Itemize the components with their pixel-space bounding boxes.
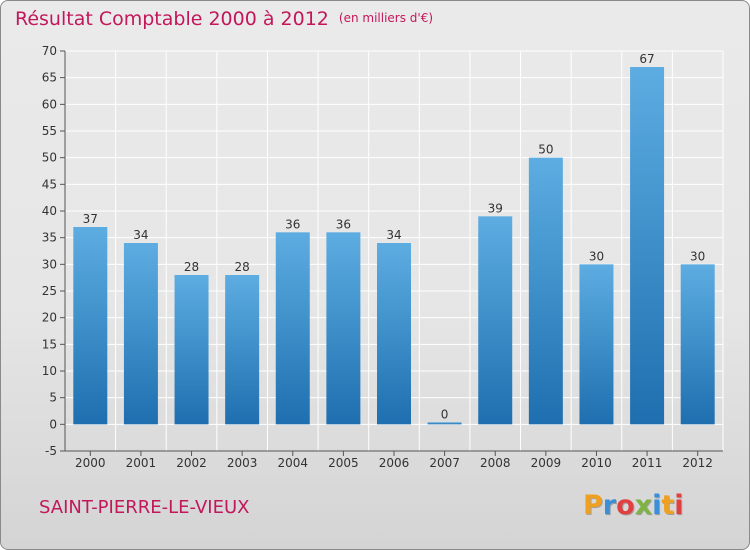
bar	[478, 216, 513, 425]
x-tick-label: 2006	[379, 456, 410, 470]
y-tick-label: 35	[42, 231, 57, 245]
bar	[680, 264, 715, 425]
bar	[174, 275, 209, 425]
bar	[326, 232, 361, 425]
data-label: 34	[133, 228, 148, 242]
data-label: 30	[589, 249, 604, 263]
logo-letter: x	[634, 490, 653, 521]
y-tick-label: 45	[42, 177, 57, 191]
x-tick-label: 2001	[126, 456, 157, 470]
data-label: 34	[386, 228, 401, 242]
x-tick-label: 2009	[531, 456, 562, 470]
y-tick-label: 15	[42, 337, 57, 351]
data-label: 37	[83, 212, 98, 226]
bar	[275, 232, 310, 425]
data-label: 39	[488, 201, 503, 215]
chart-title-text: Résultat Comptable 2000 à 2012	[15, 8, 329, 30]
bar-chart: -5 0 5 10 15 20 25 30 35 40 45 50 55 60 65 70 37 2000 34 20…	[42, 44, 724, 470]
bar	[123, 243, 158, 425]
x-tick-label: 2010	[581, 456, 612, 470]
x-tick-label: 2005	[328, 456, 359, 470]
bar	[579, 264, 614, 425]
y-tick-label: 65	[42, 71, 57, 85]
logo-letter: o	[616, 490, 635, 521]
chart-title: Résultat Comptable 2000 à 2012 (en millie…	[15, 8, 433, 30]
y-tick-label: 0	[49, 417, 57, 431]
logo-letter: P	[583, 490, 603, 521]
y-tick-label: 60	[42, 97, 57, 111]
y-tick-label: 25	[42, 284, 57, 298]
data-label: 36	[285, 217, 300, 231]
x-tick-label: 2012	[682, 456, 713, 470]
x-tick-label: 2007	[429, 456, 460, 470]
y-tick-label: 55	[42, 124, 57, 138]
bar	[377, 243, 411, 425]
bar	[528, 157, 563, 425]
bar	[427, 422, 462, 425]
bar	[73, 227, 108, 425]
data-label: 36	[336, 217, 351, 231]
x-tick-label: 2002	[176, 456, 207, 470]
data-label: 28	[184, 260, 199, 274]
proxiti-logo: Proxiti	[583, 490, 684, 521]
data-label: 0	[441, 407, 449, 421]
y-tick-label: 20	[42, 311, 57, 325]
x-tick-label: 2000	[75, 456, 106, 470]
data-label: 30	[690, 249, 705, 263]
city-name: SAINT-PIERRE-LE-VIEUX	[39, 497, 250, 518]
x-tick-label: 2003	[227, 456, 258, 470]
x-tick-label: 2011	[632, 456, 663, 470]
y-tick-label: 50	[42, 151, 57, 165]
data-label: 28	[235, 260, 250, 274]
logo-letter: i	[674, 490, 684, 521]
y-tick-label: 40	[42, 204, 57, 218]
logo-letter: t	[661, 490, 675, 521]
chart-unit: (en milliers d'€)	[338, 11, 434, 25]
y-tick-label: 30	[42, 257, 57, 271]
logo-letter: i	[652, 490, 662, 521]
y-tick-label: 10	[42, 364, 57, 378]
bar	[225, 275, 260, 425]
bar	[630, 67, 665, 425]
y-tick-label: -5	[45, 444, 57, 458]
logo-letter: r	[602, 490, 617, 521]
data-label: 67	[639, 52, 654, 66]
y-tick-label: 5	[49, 391, 57, 405]
x-tick-label: 2004	[277, 456, 308, 470]
x-tick-label: 2008	[480, 456, 511, 470]
data-label: 50	[538, 143, 553, 157]
y-tick-label: 70	[42, 44, 57, 58]
